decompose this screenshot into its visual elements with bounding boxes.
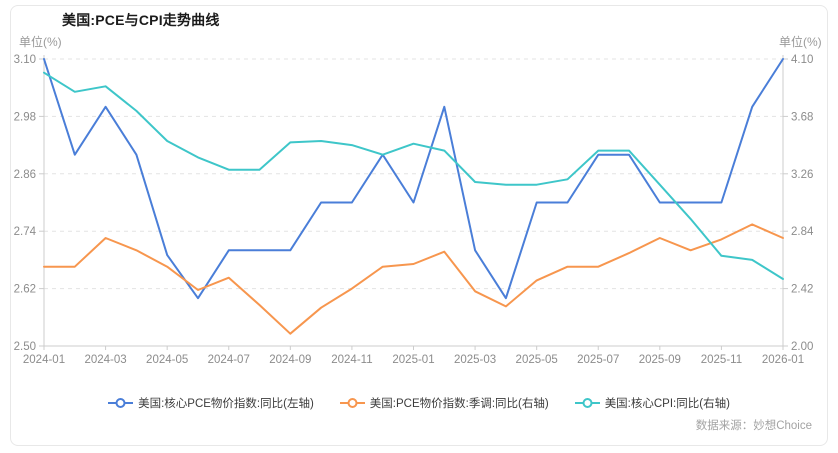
legend-line-icon xyxy=(108,398,134,408)
legend-line-icon xyxy=(574,398,600,408)
right-axis-tick-label: 3.26 xyxy=(791,169,813,181)
left-axis-tick-label: 2.86 xyxy=(14,169,36,181)
right-axis-tick-label: 2.84 xyxy=(791,226,814,238)
x-axis-tick-label: 2024-01 xyxy=(23,354,65,366)
x-axis-tick-label: 2025-11 xyxy=(701,354,742,366)
right-axis-tick-label: 4.10 xyxy=(791,54,813,66)
chart-legend: 美国:核心PCE物价指数:同比(左轴) 美国:PCE物价指数:季调:同比(右轴) 美… xyxy=(0,392,838,414)
x-axis-tick-label: 2024-07 xyxy=(208,354,250,366)
left-axis-tick-label: 2.98 xyxy=(14,111,36,123)
left-axis-tick-label: 2.74 xyxy=(14,226,37,238)
series-line-2 xyxy=(43,71,784,280)
x-axis-tick-label: 2024-09 xyxy=(269,354,311,366)
legend-item-1[interactable]: 美国:PCE物价指数:季调:同比(右轴) xyxy=(339,395,549,411)
series-line-1 xyxy=(43,223,784,335)
left-axis-tick-label: 3.10 xyxy=(14,54,36,66)
x-axis-tick-label: 2025-07 xyxy=(577,354,619,366)
right-axis-tick-label: 3.68 xyxy=(791,111,813,123)
x-axis-tick-label: 2024-03 xyxy=(84,354,126,366)
legend-item-0[interactable]: 美国:核心PCE物价指数:同比(左轴) xyxy=(108,395,314,411)
left-axis-tick-label: 2.62 xyxy=(14,284,36,296)
chart-title: 美国:PCE与CPI走势曲线 xyxy=(62,12,220,28)
left-axis-tick-label: 2.50 xyxy=(14,341,36,353)
x-axis-tick-label: 2025-03 xyxy=(454,354,496,366)
legend-item-label: 美国:核心CPI:同比(右轴) xyxy=(604,398,730,410)
chart-card xyxy=(10,5,828,446)
right-axis-tick-label: 2.42 xyxy=(791,284,813,296)
data-source-label: 数据来源：妙想Choice xyxy=(695,420,812,432)
legend-item-2[interactable]: 美国:核心CPI:同比(右轴) xyxy=(574,395,730,411)
series-line-0 xyxy=(43,58,784,300)
x-axis-tick-label: 2024-11 xyxy=(331,354,372,366)
right-axis-unit-label: 单位(%) xyxy=(779,35,822,49)
x-axis-tick-label: 2026-01 xyxy=(762,354,804,366)
x-axis-tick-label: 2025-09 xyxy=(639,354,681,366)
left-axis-unit-label: 单位(%) xyxy=(19,35,62,49)
legend-item-label: 美国:PCE物价指数:季调:同比(右轴) xyxy=(369,398,549,410)
right-axis-tick-label: 2.00 xyxy=(791,341,813,353)
legend-item-label: 美国:核心PCE物价指数:同比(左轴) xyxy=(138,398,314,410)
x-axis-tick-label: 2025-05 xyxy=(516,354,558,366)
x-axis-tick-label: 2024-05 xyxy=(146,354,188,366)
x-axis-tick-label: 2025-01 xyxy=(392,354,434,366)
legend-line-icon xyxy=(339,398,365,408)
